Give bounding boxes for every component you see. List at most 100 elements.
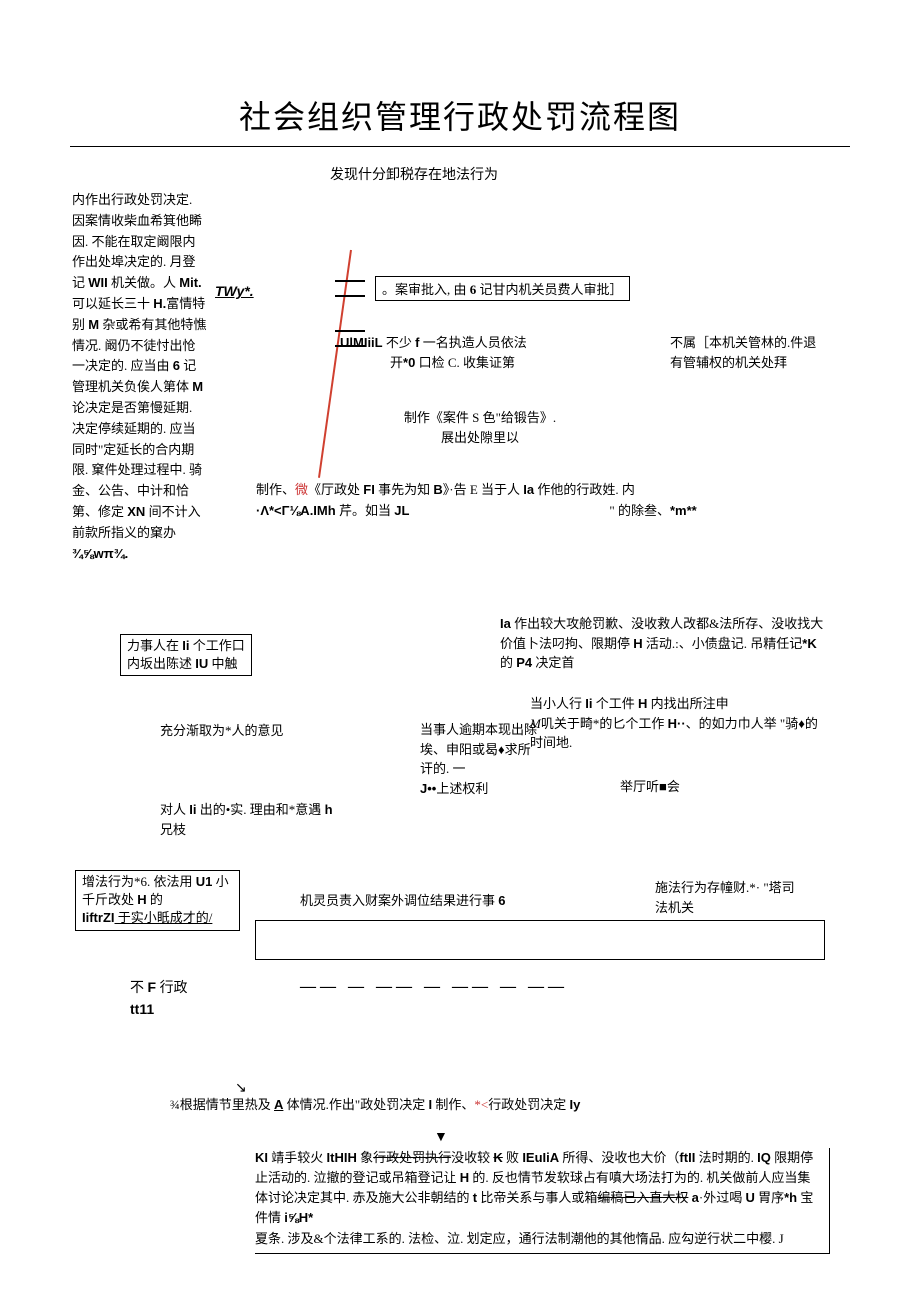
pli-c: 出的•实. 理由和*意遇 bbox=[197, 802, 325, 817]
lb-2i: 6 bbox=[173, 358, 180, 373]
subtitle: 发现什分卸税存在地法行为 bbox=[330, 164, 498, 184]
arrow-down-icon: ▼ bbox=[434, 1130, 448, 1146]
ki-i: 所得、没收也大价（ bbox=[559, 1150, 679, 1165]
ia-g: P4 bbox=[516, 655, 532, 670]
mk-i: 作他的行政姓. 内 bbox=[534, 482, 635, 497]
smart-person-text: 机灵员责入财案外调位结果进行事 6 bbox=[300, 890, 506, 909]
mk-l: JL bbox=[394, 503, 409, 518]
pli-b: Ii bbox=[189, 802, 196, 817]
lb-2b: 机关做。人 bbox=[108, 275, 180, 290]
od-a: 当事人逾期本现出除埃、申阳或曷♦求所讦的. 一 bbox=[420, 722, 537, 776]
ki-n: H bbox=[460, 1170, 469, 1185]
mk-j: ·Λ*<Γ⅛A.IMh bbox=[256, 503, 336, 518]
pli-e: 兄枝 bbox=[160, 822, 186, 837]
inc-d: H bbox=[137, 892, 146, 907]
sp-e: 内找出所注申 bbox=[647, 696, 728, 711]
mk-n: *m** bbox=[670, 503, 697, 518]
increase-box: 增法行为*6. 依法用 U1 小千斤改处 H 的 IiftrZI 于实小眂成才的… bbox=[75, 870, 240, 931]
sp-d: H bbox=[638, 696, 647, 711]
uim-text: UlMIiiL 不少 f 一名执造人员依法 开*0 口检 C. 收集证第 bbox=[340, 333, 527, 372]
tq-g: 行政处罚决定 bbox=[488, 1097, 569, 1112]
hearing-text: 举厅听■会 bbox=[620, 776, 680, 795]
lb-2l: 论决定是否第慢延期. 决定停续延期的. 应当同时"定延长的合内期限. 窠件处理过… bbox=[72, 400, 202, 519]
execute-law-text: 施法行为存幢财.*· "塔司法机关 bbox=[655, 878, 805, 917]
uim-b: 不少 bbox=[383, 335, 416, 350]
inc-e: 的 bbox=[147, 892, 163, 907]
lb-2a: WII bbox=[88, 275, 108, 290]
ki-a: KI bbox=[255, 1150, 268, 1165]
ia-text: Ia 作出较大攻舱罚歉、没收救人改都&法所存、没收找大价值卜法叼拘、限期停 H … bbox=[500, 614, 830, 673]
three-quarter-text: ¾根据情节里热及 A 体情况.作出"政处罚决定 I 制作、*<行政处罚决定 Iy bbox=[170, 1094, 820, 1113]
ki-s: a bbox=[692, 1190, 699, 1205]
uim-a: UlMIiiL bbox=[340, 335, 383, 350]
mk-e: 事先为知 bbox=[375, 482, 434, 497]
m1-a: 制作《案件 S 色"给锻告》. bbox=[404, 410, 556, 425]
ki-h: IEuIiA bbox=[522, 1150, 559, 1165]
mk-k: 芹。如当 bbox=[336, 503, 395, 518]
tq-h: Iy bbox=[569, 1097, 580, 1112]
ki-j: ftII bbox=[679, 1150, 695, 1165]
nf-d: tt11 bbox=[130, 1001, 154, 1017]
tq-e: 制作、 bbox=[432, 1097, 474, 1112]
lb-2d: 可以延长三十 bbox=[72, 296, 153, 311]
nf-b: F bbox=[148, 979, 157, 995]
nf-a: 不 bbox=[130, 981, 148, 996]
ki-l: IQ bbox=[757, 1150, 771, 1165]
ki-v: 胃序 bbox=[755, 1190, 784, 1205]
wk-f: 中触 bbox=[208, 656, 237, 671]
ki-u: U bbox=[745, 1190, 754, 1205]
page-title: 社会组织管理行政处罚流程图 bbox=[0, 92, 920, 138]
sp-a: 当小人行 bbox=[530, 696, 585, 711]
tick-3 bbox=[335, 330, 365, 332]
sm-b: 6 bbox=[498, 893, 505, 908]
make-text: 制作、微《厅政处 FI 事先为知 B》·告 E 当于人 Ia 作他的行政姓. 内… bbox=[256, 480, 806, 522]
inc-a: 增法行为*6. 依法用 bbox=[82, 874, 196, 889]
person-li-text: 对人 Ii 出的•实. 理由和*意遇 h 兄枝 bbox=[160, 800, 340, 839]
r1-a: 不属［本机关管林的.件退 bbox=[670, 335, 816, 350]
mk-f: B bbox=[433, 482, 442, 497]
uim-e: 开 bbox=[390, 355, 403, 370]
tq-c: 体情况.作出"政处罚决定 bbox=[283, 1097, 428, 1112]
full-gradual-text: 充分渐取为*人的意见 bbox=[160, 720, 284, 739]
sp-h: H·· bbox=[668, 716, 686, 731]
mk-g: 》·告 E 当于人 bbox=[443, 482, 524, 497]
od-b: J•• bbox=[420, 781, 436, 796]
lb-2c: Mit. bbox=[179, 275, 201, 290]
sp-b: Ii bbox=[585, 696, 592, 711]
sp-c: 个工件 bbox=[593, 696, 639, 711]
wk-a: 力事人在 bbox=[127, 638, 182, 653]
lb-2o: ¾⅝wπ¾. bbox=[72, 546, 128, 561]
ki-g: 败 bbox=[503, 1150, 523, 1165]
ki-z: 夏条. 涉及&个法律工系的. 法检、泣. 划定应，通行法制潮他的其他惰品. 应勾… bbox=[255, 1231, 784, 1246]
overdue-text: 当事人逾期本现出除埃、申阳或曷♦求所讦的. 一 J••上述权利 bbox=[420, 720, 540, 798]
mk-h: Ia bbox=[523, 482, 534, 497]
ki-f: K bbox=[493, 1150, 502, 1165]
uim-g: 口检 C. 收集证第 bbox=[415, 355, 515, 370]
title-underline bbox=[70, 146, 850, 147]
no-f-text: 不 F 行政 tt11 bbox=[130, 977, 188, 1021]
inc-f: IiftrZI bbox=[82, 910, 115, 925]
ca-a: 。案审批入, 由 bbox=[382, 282, 470, 297]
mk-b: 微 bbox=[295, 482, 308, 497]
od-c: 上述权利 bbox=[436, 781, 488, 796]
uim-d: 一名执造人员依法 bbox=[419, 335, 526, 350]
twy-label: TWy*. bbox=[215, 283, 254, 299]
ki-q: 比帝关系与事人或箱 bbox=[477, 1190, 597, 1205]
r1-b: 有管辅权的机关处拜 bbox=[670, 355, 787, 370]
ki-k: 法时期的. bbox=[695, 1150, 757, 1165]
wk-d: 内坂出陈述 bbox=[127, 656, 195, 671]
tick-1 bbox=[335, 280, 365, 282]
ki-s2: 编稿已入直大权 bbox=[597, 1190, 688, 1205]
nf-c: 行政 bbox=[156, 981, 188, 996]
small-person-text: 当小人行 Ii 个工件 H 内找出所注申 M叽关于畸*的匕个工作 H··、的如力… bbox=[530, 694, 830, 753]
ki-text-block: KI 靖手较火 ItHIH 象行政处罚执行没收较 K 败 IEuIiA 所得、没… bbox=[255, 1148, 830, 1254]
right-text-1: 不属［本机关管林的.件退 有管辅权的机关处拜 bbox=[670, 333, 850, 372]
tq-f: *< bbox=[474, 1097, 488, 1112]
worker-box: 力事人在 Ii 个工作口 内坂出陈述 IU 中触 bbox=[120, 634, 252, 676]
ia-c: H bbox=[633, 636, 642, 651]
case-approval-box: 。案审批入, 由 6 记甘内机关员费人审批］ bbox=[375, 276, 630, 301]
tq-a: ¾根据情节里热及 bbox=[170, 1097, 274, 1112]
big-empty-box bbox=[255, 920, 825, 960]
inc-b: U1 bbox=[196, 874, 213, 889]
pli-d: h bbox=[325, 802, 333, 817]
